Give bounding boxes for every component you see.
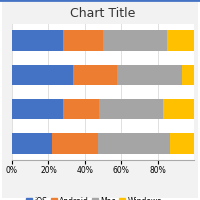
Bar [163, 99, 194, 119]
Bar [12, 99, 63, 119]
Bar [167, 30, 194, 51]
Bar [182, 65, 194, 85]
Legend: iOS, Android, Mac, Windows: iOS, Android, Mac, Windows [23, 194, 165, 200]
Bar [63, 30, 103, 51]
Bar [63, 99, 99, 119]
Bar [12, 133, 52, 154]
Bar [52, 133, 98, 154]
Bar [73, 65, 117, 85]
Bar [12, 30, 63, 51]
Bar [117, 65, 182, 85]
Title: Chart Title: Chart Title [70, 7, 136, 20]
Bar [170, 133, 194, 154]
Bar [12, 65, 73, 85]
Bar [99, 99, 163, 119]
Bar [103, 30, 167, 51]
Bar [98, 133, 170, 154]
